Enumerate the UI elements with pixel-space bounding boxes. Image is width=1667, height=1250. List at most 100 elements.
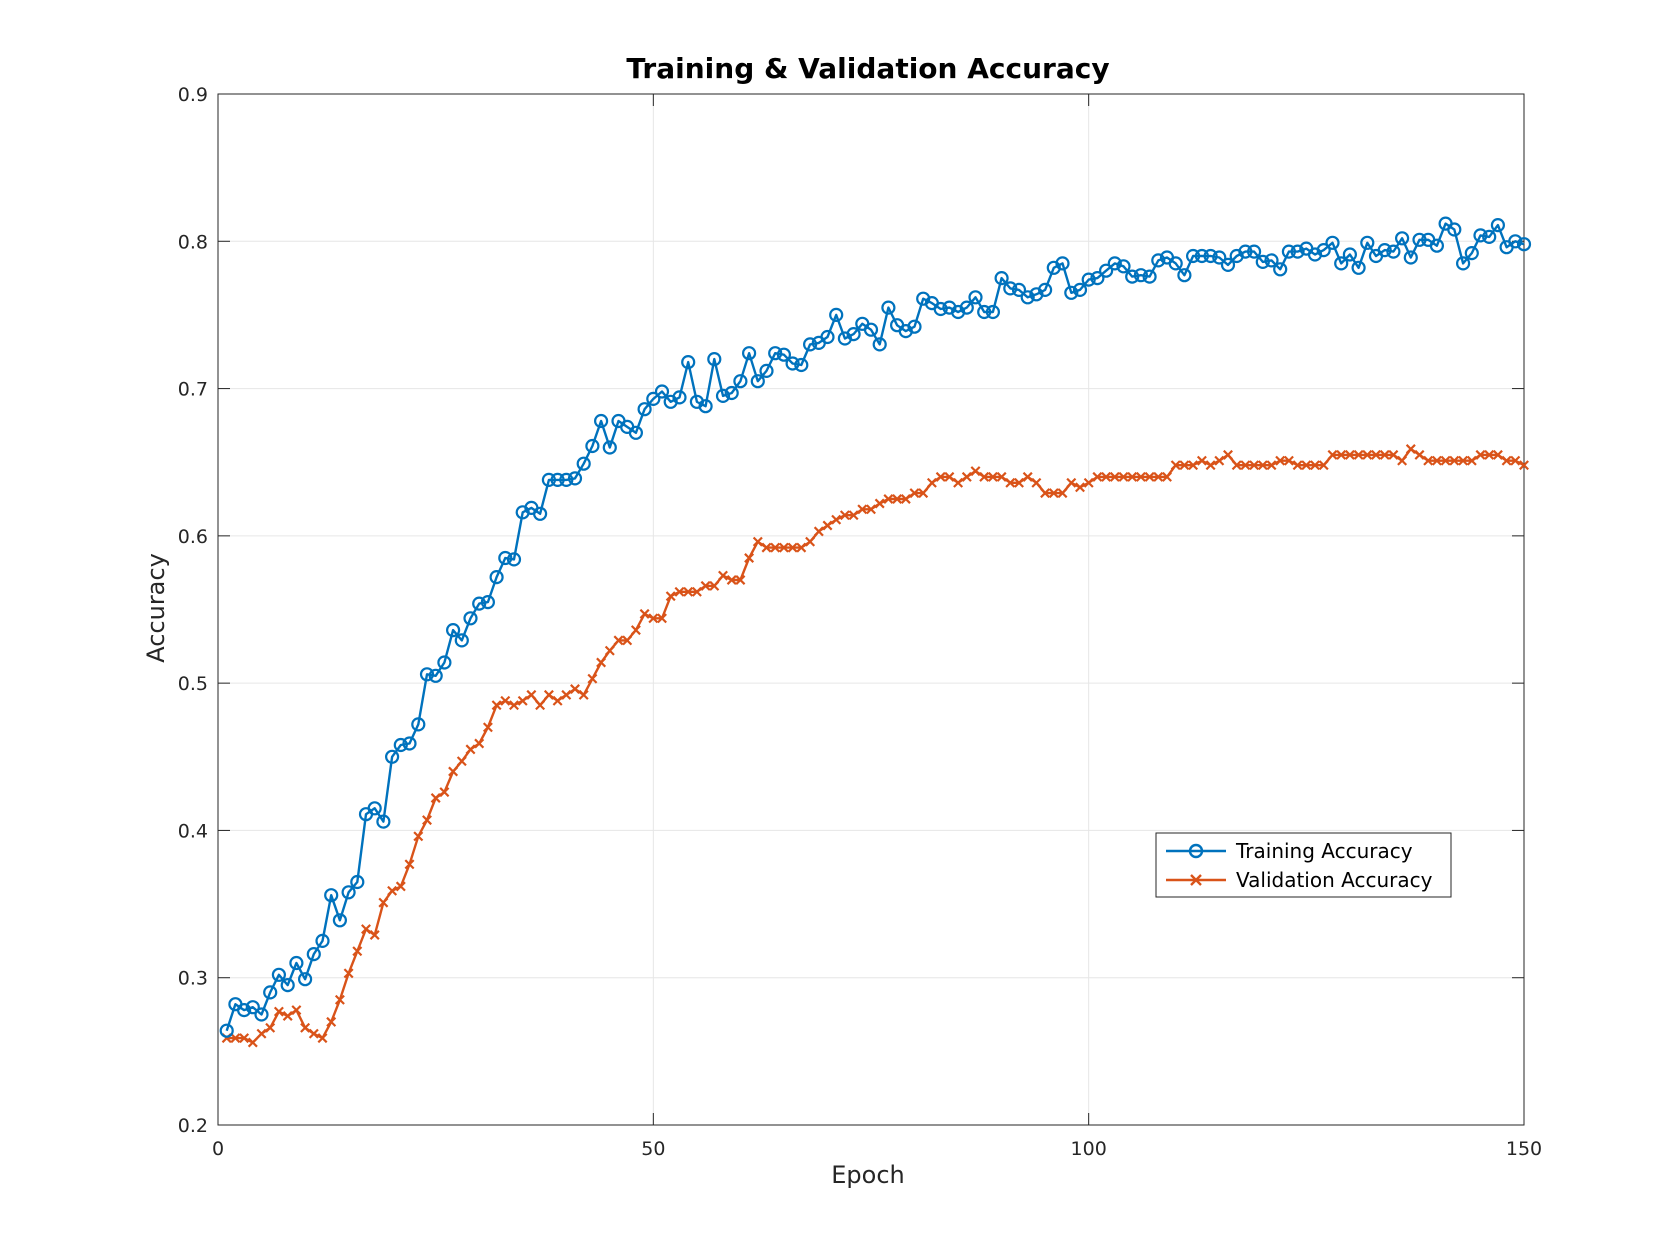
data-point-validation-accuracy <box>1414 449 1425 460</box>
data-point-training-accuracy <box>1394 231 1410 246</box>
data-point-training-accuracy <box>802 337 818 352</box>
data-point-validation-accuracy <box>1475 449 1486 460</box>
y-tick-label: 0.6 <box>178 526 208 548</box>
data-point-training-accuracy <box>1168 256 1183 271</box>
data-point-validation-accuracy <box>247 1037 258 1048</box>
data-point-validation-accuracy <box>578 689 589 700</box>
data-point-validation-accuracy <box>1040 488 1051 499</box>
data-point-validation-accuracy <box>761 542 772 553</box>
data-point-training-accuracy <box>1386 244 1401 259</box>
y-tick-label: 0.7 <box>178 379 208 401</box>
data-point-training-accuracy <box>1255 254 1270 269</box>
data-point-training-accuracy <box>1090 271 1105 286</box>
y-tick-label: 0.4 <box>178 820 208 842</box>
data-point-validation-accuracy <box>570 684 580 694</box>
data-point-training-accuracy <box>1464 246 1479 261</box>
data-point-training-accuracy <box>715 388 731 403</box>
data-point-training-accuracy <box>741 346 757 361</box>
data-point-training-accuracy <box>1334 256 1349 271</box>
data-point-validation-accuracy <box>543 689 554 700</box>
data-point-training-accuracy <box>1020 290 1035 305</box>
data-point-training-accuracy <box>881 300 896 315</box>
data-point-validation-accuracy <box>326 1016 337 1027</box>
data-point-training-accuracy <box>306 946 321 962</box>
data-point-validation-accuracy <box>1318 460 1329 471</box>
data-point-validation-accuracy <box>535 700 546 711</box>
data-point-training-accuracy <box>576 456 591 471</box>
data-point-training-accuracy <box>1490 218 1506 233</box>
data-point-validation-accuracy <box>822 520 833 531</box>
data-point-training-accuracy <box>1003 281 1018 296</box>
data-point-validation-accuracy <box>770 542 781 553</box>
data-point-validation-accuracy <box>317 1033 328 1044</box>
data-point-validation-accuracy <box>509 700 519 711</box>
data-point-validation-accuracy <box>657 613 667 624</box>
data-point-training-accuracy <box>1360 235 1375 250</box>
data-point-validation-accuracy <box>456 756 467 767</box>
data-point-training-accuracy <box>1238 244 1253 259</box>
data-point-validation-accuracy <box>500 695 511 706</box>
data-point-validation-accuracy <box>926 477 937 488</box>
data-point-training-accuracy <box>324 888 339 903</box>
data-point-training-accuracy <box>1220 257 1236 272</box>
y-tick-label: 0.8 <box>178 231 208 253</box>
x-tick-label: 150 <box>1506 1138 1542 1160</box>
data-point-training-accuracy <box>280 977 295 993</box>
data-point-training-accuracy <box>724 385 739 401</box>
data-point-training-accuracy <box>245 1000 260 1015</box>
data-point-training-accuracy <box>820 329 835 345</box>
data-point-training-accuracy <box>1246 244 1262 259</box>
data-point-validation-accuracy <box>334 994 345 1005</box>
data-point-training-accuracy <box>446 622 461 638</box>
data-point-training-accuracy <box>959 300 974 315</box>
data-point-validation-accuracy <box>300 1022 311 1033</box>
data-point-validation-accuracy <box>1510 455 1521 466</box>
data-point-validation-accuracy <box>1353 449 1364 460</box>
data-point-training-accuracy <box>1072 282 1088 297</box>
y-tick-label: 0.2 <box>178 1115 208 1137</box>
data-point-validation-accuracy <box>256 1028 267 1039</box>
data-point-validation-accuracy <box>892 494 903 504</box>
data-point-validation-accuracy <box>1109 471 1120 482</box>
data-point-validation-accuracy <box>805 536 816 547</box>
data-point-validation-accuracy <box>474 738 485 749</box>
y-tick-label: 0.5 <box>178 673 208 695</box>
data-point-validation-accuracy <box>778 542 789 553</box>
data-point-validation-accuracy <box>1048 488 1059 499</box>
data-point-training-accuracy <box>550 472 565 487</box>
data-point-validation-accuracy <box>857 504 868 515</box>
data-point-validation-accuracy <box>413 831 424 842</box>
data-point-training-accuracy <box>907 319 922 334</box>
data-point-validation-accuracy <box>1423 455 1434 466</box>
data-point-training-accuracy <box>863 322 879 337</box>
legend-marker-validation <box>1190 874 1202 886</box>
data-point-validation-accuracy <box>622 635 633 646</box>
data-point-training-accuracy <box>1064 285 1079 300</box>
data-point-validation-accuracy <box>422 815 432 826</box>
data-point-training-accuracy <box>1055 256 1070 271</box>
data-point-training-accuracy <box>1185 248 1201 264</box>
data-point-validation-accuracy <box>343 968 354 979</box>
legend-label-training: Training Accuracy <box>1235 839 1413 863</box>
data-point-validation-accuracy <box>552 695 563 706</box>
data-point-validation-accuracy <box>935 471 946 482</box>
data-point-training-accuracy <box>1473 228 1488 243</box>
data-point-validation-accuracy <box>465 744 476 755</box>
legend-entry-training: Training Accuracy <box>1166 839 1413 863</box>
data-point-training-accuracy <box>1508 234 1523 249</box>
data-point-validation-accuracy <box>378 897 389 908</box>
data-point-training-accuracy <box>1516 237 1532 252</box>
data-point-validation-accuracy <box>726 575 737 585</box>
data-point-validation-accuracy <box>900 494 911 504</box>
data-point-validation-accuracy <box>796 542 807 553</box>
data-point-validation-accuracy <box>517 695 528 706</box>
data-point-training-accuracy <box>376 814 391 829</box>
data-point-training-accuracy <box>350 874 365 890</box>
data-point-validation-accuracy <box>718 570 728 581</box>
data-point-validation-accuracy <box>1231 460 1242 471</box>
data-point-validation-accuracy <box>1188 460 1199 471</box>
data-point-training-accuracy <box>1342 247 1358 262</box>
data-point-validation-accuracy <box>1075 482 1085 493</box>
data-point-training-accuracy <box>419 667 435 682</box>
data-point-training-accuracy <box>1316 243 1331 258</box>
